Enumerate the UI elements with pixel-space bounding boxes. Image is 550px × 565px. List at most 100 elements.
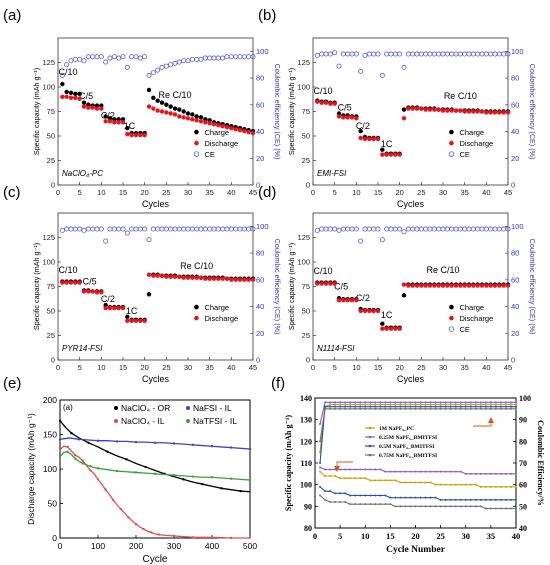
capacity-point [404,470,407,473]
y2-axis-label: Coulombic efficiency (CE) (%) [273,239,282,335]
capacity-point [349,477,352,480]
capacity-point [399,496,402,499]
ce-point [401,229,407,235]
ce-point [81,58,87,64]
ce-point [470,226,476,232]
x-axis-label: Cycles [397,199,425,209]
inner-label: (a) [63,403,73,412]
capacity-point [479,505,482,508]
efficiency-point [434,407,437,410]
charge-point [164,102,169,107]
efficiency-point [339,407,342,410]
efficiency-point [504,405,507,408]
series-point [104,488,107,491]
x-tick-label: 40 [512,531,521,541]
discharge-point [116,305,121,311]
efficiency-point [469,405,472,408]
x-tick-label: 15 [119,363,127,372]
capacity-point [444,470,447,473]
y-tick-label: 100 [42,83,55,92]
efficiency-point [344,401,347,404]
capacity-point [469,505,472,508]
efficiency-point [324,405,327,408]
x-tick-label: 30 [439,363,447,372]
efficiency-point [479,403,482,406]
efficiency-point [449,405,452,408]
x-tick-label: 30 [439,188,447,197]
capacity-point [319,485,322,488]
panel-label: (e) [3,375,21,392]
ce-point [466,51,472,57]
capacity-point [504,507,507,510]
ce-point [124,230,130,236]
x-tick-label: 100 [91,541,105,551]
capacity-point [414,505,417,508]
efficiency-point [324,407,327,410]
series-point [210,476,214,479]
efficiency-point [434,405,437,408]
efficiency-point [419,405,422,408]
capacity-point [515,472,517,475]
capacity-point [384,470,387,473]
discharge-point [384,152,389,157]
efficiency-point [474,407,477,410]
ce-point [233,54,239,60]
charge-point [172,106,178,111]
capacity-point [489,472,492,475]
y2-tick-label: 100 [511,47,524,56]
ce-point [64,62,70,68]
ce-point [362,226,368,232]
x-tick-label: 200 [129,541,143,551]
series-point [172,534,176,538]
ce-point [397,51,403,57]
legend-marker [449,304,454,310]
capacity-point [444,483,447,486]
efficiency-point [364,403,367,406]
x-tick-label: 20 [140,363,148,372]
ce-point [462,51,468,57]
capacity-point [349,494,352,497]
efficiency-point [399,401,402,404]
charge-point [155,98,160,103]
capacity-point [409,481,412,484]
capacity-point [499,498,502,501]
discharge-point [432,283,437,288]
y2-tick-label: 50 [519,502,527,511]
discharge-point [242,128,247,134]
series-point [70,431,73,435]
efficiency-point [389,403,392,406]
discharge-point [129,132,134,138]
efficiency-point [414,403,417,406]
ce-point [68,58,74,64]
x-tick-label: 0 [313,531,317,541]
capacity-point [364,503,367,506]
ce-point [336,227,342,233]
legend-label: 0.25M NaPF₆_BMITFSI [379,435,437,441]
series-point [106,450,109,453]
capacity-point [424,496,427,499]
efficiency-point [319,462,322,464]
discharge-point [401,282,407,287]
discharge-point [323,281,329,286]
y-tick-label: 25 [47,331,55,340]
efficiency-point [354,407,357,410]
discharge-point [419,106,424,111]
efficiency-point [419,403,422,406]
y-axis-label: Discharge capacity (mAh g⁻¹) [26,413,36,525]
series-line [59,445,250,539]
efficiency-point [499,403,502,406]
efficiency-point [394,407,397,410]
charge-point [64,89,69,95]
y-tick-label: 50 [302,132,310,141]
discharge-point [250,277,256,282]
ce-point [107,226,113,232]
rate-label: Re C/10 [158,90,191,100]
ce-point [137,226,143,232]
y-tick-label: 90 [304,502,312,511]
series-point [153,472,157,476]
series-point [87,441,90,444]
y2-tick-label: 0 [511,181,515,190]
ce-point [371,226,377,232]
x-axis-label: Cycles [397,374,425,384]
efficiency-point [339,403,342,406]
